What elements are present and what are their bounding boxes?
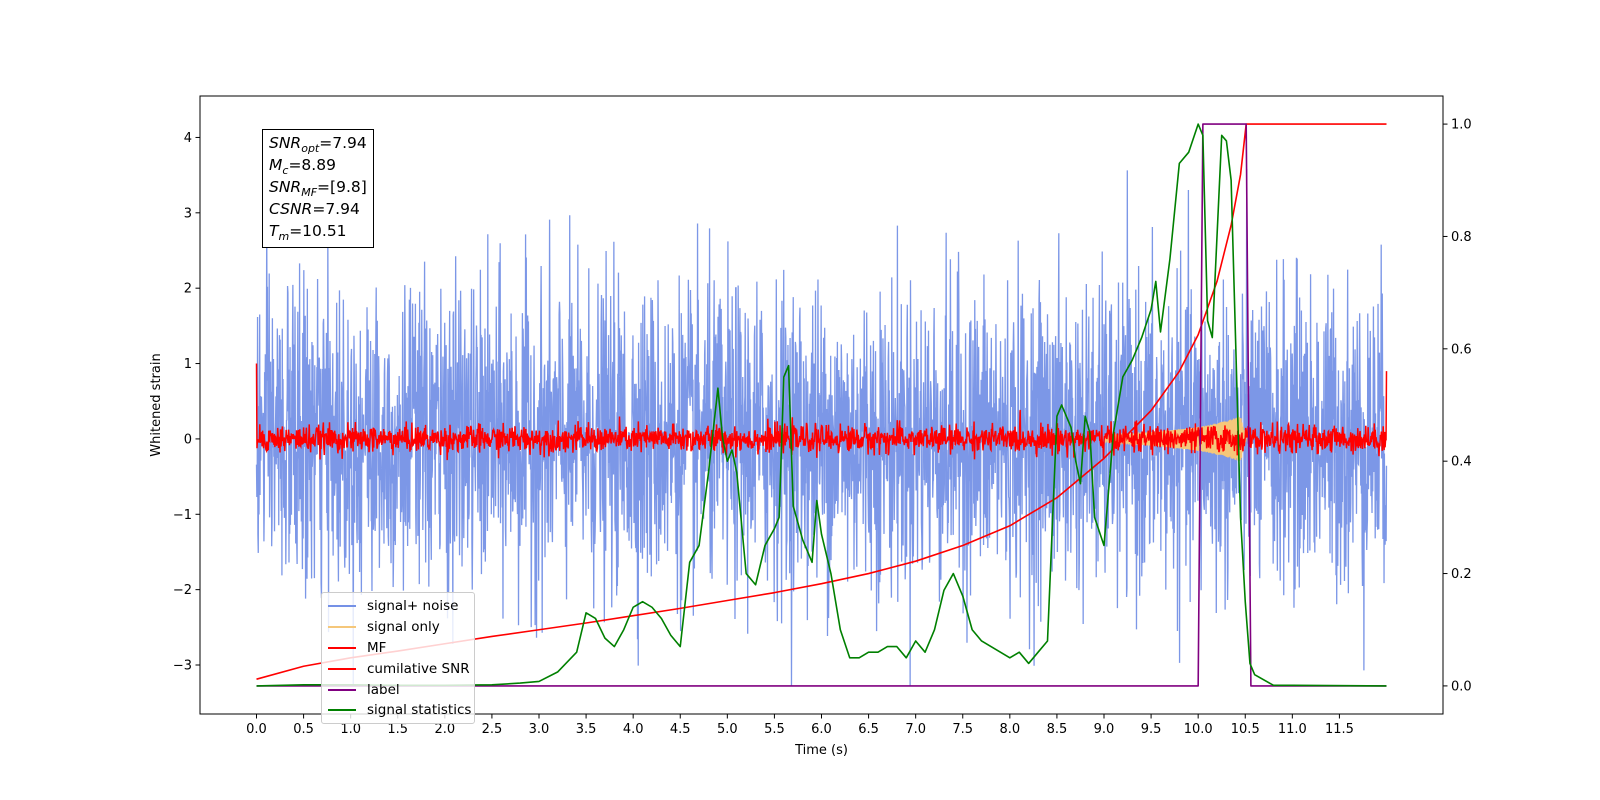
y-tick-label: 0 <box>184 432 192 447</box>
x-tick-label: 10.0 <box>1184 722 1213 737</box>
legend: signal+ noise signal only MF cumilative … <box>321 592 475 724</box>
y-tick-label: 3 <box>184 206 192 221</box>
x-tick-label: 0.5 <box>293 722 314 737</box>
annotation-symbol: T <box>269 222 279 240</box>
legend-swatch <box>328 626 356 629</box>
legend-label: signal+ noise <box>367 598 459 615</box>
legend-item-signal-only: signal only <box>322 617 474 638</box>
annotation-line-csnr: CSNR=7.94 <box>269 199 367 221</box>
annotation-line-tm: Tm=10.51 <box>269 221 367 243</box>
y-tick-label: −2 <box>173 583 192 598</box>
x-tick-label: 10.5 <box>1231 722 1260 737</box>
annotation-value: =8.89 <box>288 156 336 174</box>
y-tick-label: 1 <box>184 357 192 372</box>
x-tick-label: 1.5 <box>387 722 408 737</box>
annotation-symbol: SNR <box>269 134 302 152</box>
y-tick-label: −3 <box>173 659 192 674</box>
y2-tick-label: 0.2 <box>1451 567 1472 582</box>
legend-swatch <box>328 667 356 670</box>
x-tick-label: 3.0 <box>529 722 550 737</box>
x-tick-label: 11.5 <box>1325 722 1354 737</box>
y2-tick-label: 0.6 <box>1451 342 1472 357</box>
legend-label: cumilative SNR <box>367 660 470 677</box>
x-tick-label: 5.5 <box>764 722 785 737</box>
axes: 0.0 0.5 1.0 1.5 2.0 2.5 3.0 3.5 4.0 4.5 5.0 5.5 6.0 6… <box>149 95 1472 758</box>
x-axis-label: Time (s) <box>794 743 848 758</box>
annotation-value: =7.94 <box>312 200 360 218</box>
annotation-subscript: c <box>282 164 289 177</box>
x-tick-label: 7.0 <box>905 722 926 737</box>
legend-item-signal-statistics: signal statistics <box>322 700 474 721</box>
annotation-symbol: CSNR <box>269 200 313 218</box>
x-tick-label: 4.0 <box>623 722 644 737</box>
x-tick-label: 7.5 <box>952 722 973 737</box>
y2-tick-label: 0.8 <box>1451 230 1472 245</box>
annotation-symbol: M <box>269 156 283 174</box>
x-tick-label: 11.0 <box>1278 722 1307 737</box>
y-axis-label: Whitened strain <box>149 353 164 456</box>
x-tick-label: 2.5 <box>482 722 503 737</box>
legend-item-mf: MF <box>322 638 474 659</box>
x-tick-label: 5.0 <box>717 722 738 737</box>
x-tick-label: 6.5 <box>858 722 879 737</box>
legend-label: label <box>367 681 400 698</box>
x-tick-label: 6.0 <box>811 722 832 737</box>
legend-label: MF <box>367 639 387 656</box>
legend-swatch <box>328 688 356 691</box>
annotation-symbol: SNR <box>269 178 302 196</box>
y2-tick-label: 0.4 <box>1451 455 1472 470</box>
series-line-signal-statistics <box>256 123 1387 687</box>
annotation-line-snr-opt: SNRopt=7.94 <box>269 133 367 155</box>
annotation-value: =7.94 <box>319 134 367 152</box>
legend-label: signal only <box>367 619 440 636</box>
legend-item-label: label <box>322 679 474 700</box>
x-tick-label: 9.0 <box>1094 722 1115 737</box>
legend-swatch <box>328 646 356 649</box>
legend-label: signal statistics <box>367 702 472 719</box>
legend-item-signal-noise: signal+ noise <box>322 596 474 617</box>
snr-annotation-box: SNRopt=7.94 Mc=8.89 SNRMF=[9.8] CSNR=7.9… <box>262 129 374 248</box>
annotation-value: =10.51 <box>289 222 347 240</box>
y-tick-label: 4 <box>184 131 192 146</box>
x-tick-label: 4.5 <box>670 722 691 737</box>
x-tick-label: 0.0 <box>246 722 267 737</box>
y-tick-label: 2 <box>184 282 192 297</box>
legend-swatch <box>328 709 356 712</box>
annotation-line-snr-mf: SNRMF=[9.8] <box>269 177 367 199</box>
annotation-value: =[9.8] <box>317 178 367 196</box>
x-tick-label: 8.5 <box>1047 722 1068 737</box>
y-tick-label: −1 <box>173 508 192 523</box>
annotation-subscript: MF <box>301 186 318 199</box>
y2-tick-label: 1.0 <box>1451 118 1472 133</box>
series-line-mf <box>255 363 1388 461</box>
legend-swatch <box>328 605 356 608</box>
annotation-subscript: opt <box>301 142 320 155</box>
annotation-subscript: m <box>278 230 290 243</box>
y2-tick-label: 0.0 <box>1451 679 1472 694</box>
x-tick-label: 9.5 <box>1141 722 1162 737</box>
x-tick-label: 3.5 <box>576 722 597 737</box>
legend-item-cumulative-snr: cumilative SNR <box>322 658 474 679</box>
annotation-line-mc: Mc=8.89 <box>269 155 367 177</box>
x-tick-label: 1.0 <box>340 722 361 737</box>
x-tick-label: 2.0 <box>434 722 455 737</box>
x-tick-label: 8.0 <box>999 722 1020 737</box>
